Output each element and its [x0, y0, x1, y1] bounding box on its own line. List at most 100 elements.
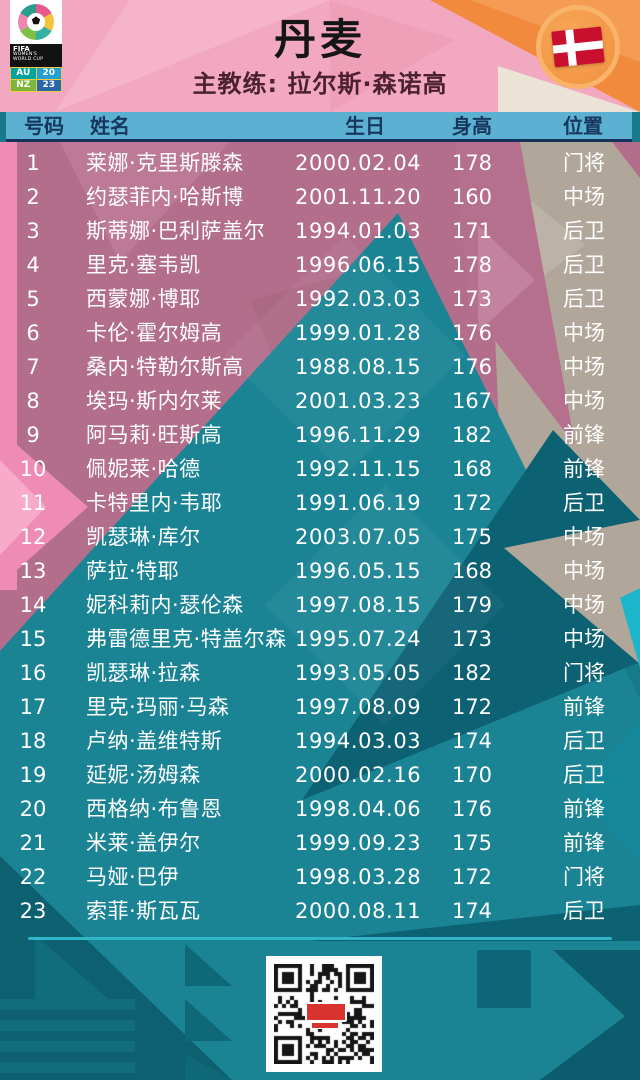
- cell-num: 14: [19, 593, 47, 617]
- cell-num: 23: [19, 899, 47, 923]
- fifa-emblem: ⬟: [10, 0, 62, 44]
- cell-num: 8: [26, 389, 40, 413]
- cell-birthday: 2001.03.23: [295, 389, 422, 413]
- cell-birthday: 1995.07.24: [295, 627, 422, 651]
- cell-height: 170: [451, 763, 493, 787]
- table-row: 4 里克·塞韦凯 1996.06.15 178 后卫: [0, 248, 640, 282]
- cell-height: 172: [451, 695, 493, 719]
- cell-name: 弗雷德里克·特盖尔森: [86, 627, 287, 651]
- table-row: 12 凯瑟琳·库尔 2003.07.05 175 中场: [0, 520, 640, 554]
- qr-code: [266, 956, 382, 1072]
- table-row: 20 西格纳·布鲁恩 1998.04.06 176 前锋: [0, 792, 640, 826]
- header: ⬟ FIFA WOMEN'S WORLD CUP AU 20 NZ 23 丹麦 …: [0, 0, 640, 112]
- cell-birthday: 1992.11.15: [295, 457, 422, 481]
- cell-num: 4: [26, 253, 40, 277]
- cell-position: 后卫: [563, 729, 605, 753]
- au-badge: AU: [11, 68, 36, 79]
- cell-height: 176: [451, 797, 493, 821]
- cell-birthday: 1996.11.29: [295, 423, 422, 447]
- cell-height: 172: [451, 865, 493, 889]
- table-row: 6 卡伦·霍尔姆高 1999.01.28 176 中场: [0, 316, 640, 350]
- qr-center-logo: [305, 1002, 347, 1022]
- column-header-height: 身高: [452, 114, 492, 138]
- cell-position: 门将: [563, 151, 605, 175]
- cell-num: 9: [26, 423, 40, 447]
- cell-position: 前锋: [563, 797, 605, 821]
- cell-name: 约瑟菲内·哈斯博: [86, 185, 244, 209]
- cell-position: 中场: [563, 627, 605, 651]
- column-header-birthday: 生日: [345, 114, 385, 138]
- table-row: 16 凯瑟琳·拉森 1993.05.05 182 门将: [0, 656, 640, 690]
- cell-height: 167: [451, 389, 493, 413]
- denmark-flag-badge: [536, 5, 620, 89]
- cell-position: 后卫: [563, 253, 605, 277]
- cell-birthday: 1988.08.15: [295, 355, 422, 379]
- cell-name: 卡伦·霍尔姆高: [86, 321, 223, 345]
- cell-birthday: 1997.08.09: [295, 695, 422, 719]
- cell-birthday: 1991.06.19: [295, 491, 422, 515]
- bg-bar: [0, 1041, 135, 1052]
- cell-position: 后卫: [563, 491, 605, 515]
- cell-num: 10: [19, 457, 47, 481]
- cell-height: 178: [451, 151, 493, 175]
- cell-height: 160: [451, 185, 493, 209]
- cell-position: 中场: [563, 321, 605, 345]
- cell-num: 1: [26, 151, 40, 175]
- cell-birthday: 1993.05.05: [295, 661, 422, 685]
- aunz-2023-badge: AU 20 NZ 23: [10, 67, 62, 92]
- table-row: 1 莱娜·克里斯滕森 2000.02.04 178 门将: [0, 146, 640, 180]
- table-row: 17 里克·玛丽·马森 1997.08.09 172 前锋: [0, 690, 640, 724]
- cell-height: 182: [451, 661, 493, 685]
- table-row: 23 索菲·斯瓦瓦 2000.08.11 174 后卫: [0, 894, 640, 928]
- table-header: 号码 姓名 生日 身高 位置: [6, 112, 632, 142]
- cell-name: 西蒙娜·博耶: [86, 287, 201, 311]
- table-row: 7 桑内·特勒尔斯高 1988.08.15 176 中场: [0, 350, 640, 384]
- cell-birthday: 1997.08.15: [295, 593, 422, 617]
- cell-height: 174: [451, 899, 493, 923]
- cell-birthday: 1994.03.03: [295, 729, 422, 753]
- worldcup-text: WORLD CUP: [13, 57, 44, 63]
- cell-position: 中场: [563, 185, 605, 209]
- cell-name: 佩妮莱·哈德: [86, 457, 201, 481]
- cell-num: 22: [19, 865, 47, 889]
- cell-birthday: 1994.01.03: [295, 219, 422, 243]
- football-icon: ⬟: [27, 13, 45, 31]
- cell-height: 173: [451, 627, 493, 651]
- cell-height: 176: [451, 321, 493, 345]
- coach-subtitle: 主教练: 拉尔斯·森诺高: [192, 70, 448, 98]
- cell-num: 15: [19, 627, 47, 651]
- table-row: 3 斯蒂娜·巴利萨盖尔 1994.01.03 171 后卫: [0, 214, 640, 248]
- cell-height: 168: [451, 457, 493, 481]
- cell-position: 中场: [563, 525, 605, 549]
- page-title: 丹麦: [273, 15, 366, 64]
- cell-position: 中场: [563, 389, 605, 413]
- cell-birthday: 1998.03.28: [295, 865, 422, 889]
- cell-name: 凯瑟琳·库尔: [86, 525, 201, 549]
- cell-position: 中场: [563, 355, 605, 379]
- cell-name: 斯蒂娜·巴利萨盖尔: [86, 219, 266, 243]
- column-header-name: 姓名: [90, 114, 130, 138]
- womens-text: WOMEN'S: [13, 52, 38, 58]
- cell-position: 中场: [563, 559, 605, 583]
- cell-birthday: 1999.09.23: [295, 831, 422, 855]
- cell-name: 阿马莉·旺斯高: [86, 423, 223, 447]
- cell-name: 米莱·盖伊尔: [86, 831, 201, 855]
- cell-name: 凯瑟琳·拉森: [86, 661, 201, 685]
- cell-position: 前锋: [563, 695, 605, 719]
- fifa-emblem-icon: ⬟: [18, 4, 54, 40]
- cell-position: 后卫: [563, 287, 605, 311]
- table-row: 21 米莱·盖伊尔 1999.09.23 175 前锋: [0, 826, 640, 860]
- cell-num: 17: [19, 695, 47, 719]
- cell-num: 20: [19, 797, 47, 821]
- cell-height: 173: [451, 287, 493, 311]
- cell-birthday: 1998.04.06: [295, 797, 422, 821]
- table-row: 13 萨拉·特耶 1996.05.15 168 中场: [0, 554, 640, 588]
- cell-position: 中场: [563, 593, 605, 617]
- cell-position: 前锋: [563, 831, 605, 855]
- cell-position: 前锋: [563, 457, 605, 481]
- cell-height: 174: [451, 729, 493, 753]
- cell-height: 171: [451, 219, 493, 243]
- table-row: 10 佩妮莱·哈德 1992.11.15 168 前锋: [0, 452, 640, 486]
- cell-num: 13: [19, 559, 47, 583]
- cell-num: 11: [19, 491, 47, 515]
